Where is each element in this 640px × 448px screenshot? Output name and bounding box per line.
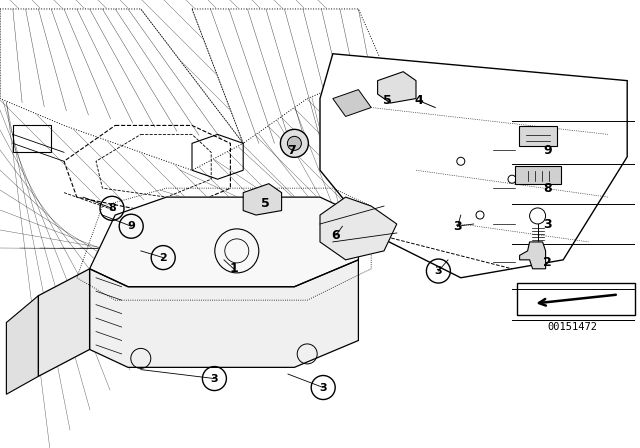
Text: 5: 5: [383, 94, 392, 108]
Text: 5: 5: [261, 197, 270, 211]
Polygon shape: [520, 242, 545, 269]
FancyBboxPatch shape: [518, 125, 557, 146]
Text: 2: 2: [159, 253, 167, 263]
Polygon shape: [320, 197, 397, 260]
Polygon shape: [333, 90, 371, 116]
Polygon shape: [90, 197, 358, 287]
Text: 3: 3: [453, 220, 462, 233]
Circle shape: [287, 136, 301, 151]
Text: 3: 3: [319, 383, 327, 392]
Text: 8: 8: [108, 203, 116, 213]
Text: 3: 3: [211, 374, 218, 383]
Polygon shape: [90, 260, 358, 367]
Polygon shape: [378, 72, 416, 103]
Text: 8: 8: [543, 181, 552, 195]
Polygon shape: [192, 9, 384, 143]
Text: 00151472: 00151472: [548, 322, 598, 332]
Text: 9: 9: [543, 143, 552, 157]
Text: 6: 6: [332, 228, 340, 242]
Polygon shape: [243, 184, 282, 215]
Text: 3: 3: [435, 266, 442, 276]
Polygon shape: [0, 9, 243, 170]
Polygon shape: [38, 269, 90, 376]
Text: 3: 3: [543, 217, 552, 231]
Polygon shape: [320, 54, 627, 278]
Text: 1: 1: [229, 262, 238, 276]
Polygon shape: [6, 296, 38, 394]
Text: 9: 9: [127, 221, 135, 231]
Circle shape: [280, 129, 308, 157]
Text: 2: 2: [543, 255, 552, 269]
Text: 4: 4: [415, 94, 424, 108]
FancyBboxPatch shape: [515, 166, 561, 184]
Text: 7: 7: [287, 143, 296, 157]
